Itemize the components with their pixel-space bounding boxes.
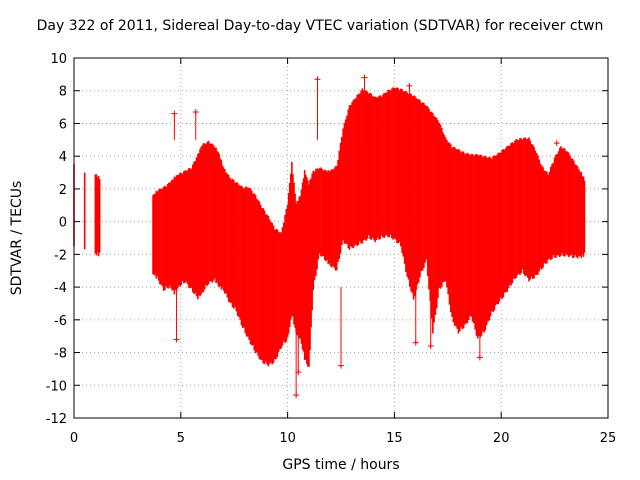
y-tick-label: 2 [59,183,67,198]
y-tick-label: -4 [54,281,67,296]
y-tick-label: 8 [59,85,67,100]
plot-frame [73,57,609,419]
y-axis-label: SDTVAR / TECUs [9,180,25,296]
y-tick-label: -2 [54,248,67,263]
x-tick-label: 10 [279,431,296,446]
outlier-point [295,287,302,376]
x-axis-label: GPS time / hours [282,457,400,473]
outlier-point [553,140,560,147]
outlier-point [427,287,434,349]
x-tick-label: 25 [600,431,617,446]
data-series [73,74,586,399]
outlier-point [192,109,199,140]
outlier-point [171,110,178,140]
y-tick-label: -6 [54,314,67,329]
outlier-point [338,287,344,369]
axis-ticks: -12 -10 -8 -6 -4 -2 0 2 4 6 8 10 0 5 10 15 20 25 [46,52,617,446]
y-tick-label: 6 [59,117,67,132]
y-tick-label: -12 [46,412,67,427]
outlier-point [173,287,180,343]
y-tick-label: -10 [46,379,67,394]
y-tick-label: 0 [59,216,67,231]
outlier-point [412,287,419,346]
y-tick-label: -8 [54,347,67,362]
outlier-point [314,76,321,140]
x-tick-label: 20 [493,431,510,446]
y-tick-label: 4 [59,150,67,165]
x-tick-label: 15 [386,431,403,446]
x-tick-label: 0 [70,431,78,446]
x-tick-label: 5 [177,431,185,446]
outlier-point [476,287,483,361]
outlier-point [406,82,413,140]
chart-title: Day 322 of 2011, Sidereal Day-to-day VTE… [36,18,604,34]
y-tick-label: 10 [50,52,67,67]
outlier-point [361,74,368,140]
outlier-point [293,287,300,399]
